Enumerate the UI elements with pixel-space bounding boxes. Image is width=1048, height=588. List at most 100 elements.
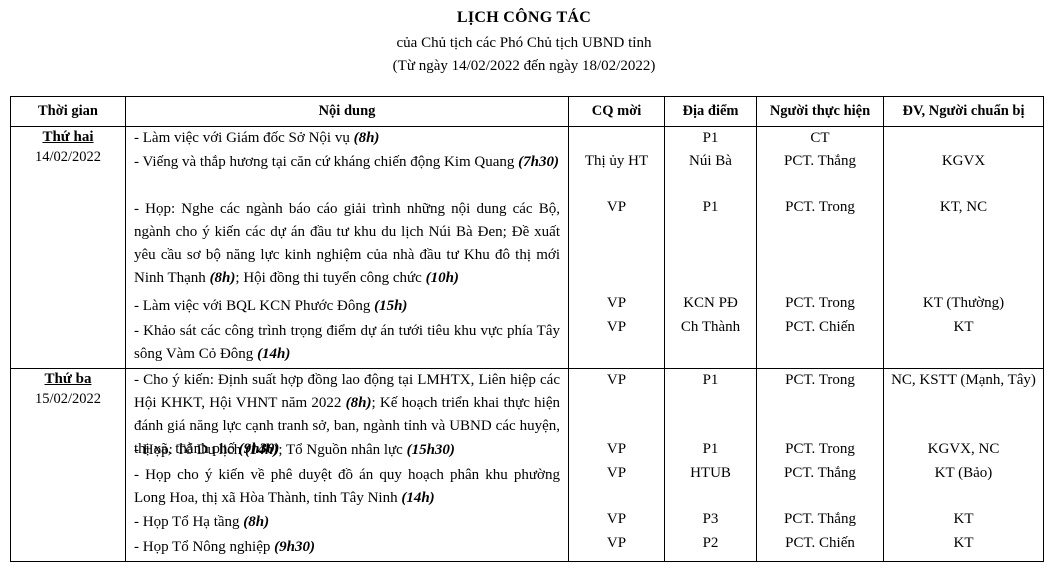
agenda-inviter: VP bbox=[606, 295, 627, 311]
agenda-text: - Họp Tổ Nông nghiệp bbox=[134, 539, 275, 555]
inviter-cell: Thị ủy HT VP VP VP bbox=[568, 126, 665, 369]
agenda-time: (8h) bbox=[209, 270, 236, 286]
agenda-inviter: VP bbox=[606, 465, 627, 481]
agenda-location: HTUB bbox=[690, 465, 731, 481]
agenda-location: Ch Thành bbox=[680, 319, 741, 335]
location-cell: P1 P1 HTUB P3 P2 bbox=[664, 368, 757, 562]
agenda-location: P2 bbox=[702, 535, 719, 551]
agenda-performer: PCT. Trong bbox=[785, 441, 855, 457]
agenda-performer: PCT. Thắng bbox=[784, 465, 856, 481]
date-range: (Từ ngày 14/02/2022 đến ngày 18/02/2022) bbox=[392, 58, 656, 74]
agenda-inviter: VP bbox=[606, 199, 627, 215]
agenda-performer: CT bbox=[810, 130, 830, 146]
agenda-item: - Làm việc với Giám đốc Sở Nội vụ (8h) bbox=[130, 127, 564, 151]
agenda-item: - Viếng và thắp hương tại căn cứ kháng c… bbox=[130, 151, 564, 198]
agenda-preparer bbox=[888, 127, 1039, 150]
agenda-item: - Họp cho ý kiến về phê duyệt đồ án quy … bbox=[130, 464, 564, 511]
agenda-time: (15h) bbox=[374, 298, 408, 314]
agenda-time: (9h30) bbox=[274, 539, 315, 555]
col-header-performer: Người thực hiện bbox=[756, 96, 884, 127]
agenda-inviter: Thị ủy HT bbox=[584, 153, 649, 169]
agenda-time: (14h) bbox=[244, 442, 279, 458]
agenda-inviter: VP bbox=[606, 511, 627, 527]
agenda-text: - Họp Tổ Hạ tầng bbox=[134, 514, 244, 530]
agenda-preparer: KT bbox=[953, 511, 974, 527]
inviter-cell: VP VP VP VP VP bbox=[568, 368, 665, 562]
agenda-text: - Họp: Tổ Du lịch bbox=[134, 442, 245, 458]
location-cell: P1 Núi Bà P1 KCN PĐ Ch Thành bbox=[664, 126, 757, 369]
agenda-text: - Làm việc với BQL KCN Phước Đông bbox=[134, 298, 375, 314]
agenda-preparer: KT (Bảo) bbox=[934, 465, 993, 481]
agenda-performer: PCT. Chiến bbox=[785, 319, 855, 335]
agenda-inviter bbox=[573, 127, 660, 150]
agenda-item: - Làm việc với BQL KCN Phước Đông (15h) bbox=[130, 295, 564, 320]
agenda-location: P1 bbox=[702, 199, 719, 215]
agenda-performer: PCT. Thắng bbox=[784, 153, 856, 169]
table-header-row: Thời gian Nội dung CQ mời Địa điểm Người… bbox=[10, 96, 1044, 127]
agenda-location: KCN PĐ bbox=[683, 295, 738, 311]
agenda-time: (10h) bbox=[425, 270, 459, 286]
agenda-inviter: VP bbox=[606, 372, 627, 388]
day-name: Thứ ba bbox=[44, 371, 92, 387]
agenda-item: - Cho ý kiến: Định suất hợp đồng lao độn… bbox=[130, 369, 564, 457]
performer-cell: CT PCT. Thắng PCT. Trong PCT. Trong PCT. Chi… bbox=[756, 126, 884, 369]
col-header-inviter: CQ mời bbox=[568, 96, 665, 127]
agenda-preparer: KGVX bbox=[941, 153, 986, 169]
agenda-inviter: VP bbox=[606, 319, 627, 335]
content-cell: - Làm việc với Giám đốc Sở Nội vụ (8h) - … bbox=[125, 126, 569, 369]
agenda-text: ; Tổ Nguồn nhân lực bbox=[278, 442, 407, 458]
col-header-location: Địa điểm bbox=[664, 96, 757, 127]
day-date: 14/02/2022 bbox=[34, 149, 102, 165]
document-title: LỊCH CÔNG TÁC bbox=[456, 9, 592, 26]
agenda-performer: PCT. Thắng bbox=[784, 511, 856, 527]
agenda-location: P1 bbox=[702, 130, 719, 146]
schedule-table: Thời gian Nội dung CQ mời Địa điểm Người… bbox=[10, 96, 1044, 562]
agenda-text: - Họp cho ý kiến về phê duyệt đồ án quy … bbox=[134, 467, 560, 506]
agenda-text: - Viếng và thắp hương tại căn cứ kháng c… bbox=[134, 154, 519, 170]
agenda-text: - Cho ý kiến: Định suất hợp đồng lao độn… bbox=[134, 372, 560, 411]
agenda-preparer: KT bbox=[953, 535, 974, 551]
content-cell: - Cho ý kiến: Định suất hợp đồng lao độn… bbox=[125, 368, 569, 562]
agenda-item: - Khảo sát các công trình trọng điểm dự … bbox=[130, 320, 564, 368]
day-cell: Thứ ba 15/02/2022 bbox=[10, 368, 126, 562]
col-header-content: Nội dung bbox=[125, 96, 569, 127]
agenda-location: P3 bbox=[702, 511, 719, 527]
agenda-time: (9h30) bbox=[238, 441, 280, 457]
day-name: Thứ hai bbox=[42, 129, 94, 145]
agenda-item: - Họp Tổ Hạ tầng (8h) bbox=[130, 511, 564, 536]
agenda-time: (8h) bbox=[353, 130, 380, 146]
agenda-inviter: VP bbox=[606, 535, 627, 551]
document-subtitle: của Chủ tịch các Phó Chủ tịch UBND tỉnh bbox=[396, 35, 652, 51]
agenda-location: P1 bbox=[702, 372, 719, 388]
agenda-preparer: NC, KSTT (Mạnh, Tây) bbox=[891, 372, 1036, 388]
agenda-time: (15h30) bbox=[406, 442, 455, 458]
agenda-location: Núi Bà bbox=[689, 153, 732, 169]
agenda-time: (8h) bbox=[345, 395, 372, 411]
agenda-text: - Họp: Nghe các ngành báo cáo giải trình… bbox=[134, 201, 560, 286]
agenda-time: (7h30) bbox=[518, 154, 560, 170]
agenda-performer: PCT. Chiến bbox=[785, 535, 855, 551]
agenda-item: - Họp: Tổ Du lịch (14h); Tổ Nguồn nhân l… bbox=[130, 439, 564, 464]
agenda-item: - Họp Tổ Nông nghiệp (9h30) bbox=[130, 536, 564, 561]
agenda-performer: PCT. Trong bbox=[785, 372, 855, 388]
agenda-time: (14h) bbox=[257, 346, 291, 362]
col-header-time: Thời gian bbox=[10, 96, 126, 127]
preparer-cell: KGVX KT, NC KT (Thường) KT bbox=[883, 126, 1044, 369]
agenda-performer: PCT. Trong bbox=[785, 295, 855, 311]
agenda-preparer: KT, NC bbox=[939, 199, 988, 215]
agenda-preparer: KT bbox=[953, 319, 974, 335]
agenda-performer: PCT. Trong bbox=[785, 199, 855, 215]
agenda-text: - Khảo sát các công trình trọng điểm dự … bbox=[134, 323, 560, 362]
agenda-preparer: KT (Thường) bbox=[922, 295, 1005, 311]
agenda-time: (14h) bbox=[401, 490, 435, 506]
agenda-preparer: KGVX, NC bbox=[927, 441, 1000, 457]
col-header-preparer: ĐV, Người chuẩn bị bbox=[883, 96, 1044, 127]
performer-cell: PCT. Trong PCT. Trong PCT. Thắng PCT. Thắng… bbox=[756, 368, 884, 562]
preparer-cell: NC, KSTT (Mạnh, Tây) KGVX, NC KT (Bảo) KT KT bbox=[883, 368, 1044, 562]
table-row: Thứ ba 15/02/2022 - Cho ý kiến: Định suất … bbox=[10, 368, 1044, 562]
agenda-text: - Làm việc với Giám đốc Sở Nội vụ bbox=[134, 130, 354, 146]
day-cell: Thứ hai 14/02/2022 bbox=[10, 126, 126, 369]
agenda-time: (8h) bbox=[243, 514, 270, 530]
agenda-item: - Họp: Nghe các ngành báo cáo giải trình… bbox=[130, 198, 564, 295]
day-date: 15/02/2022 bbox=[34, 391, 102, 407]
